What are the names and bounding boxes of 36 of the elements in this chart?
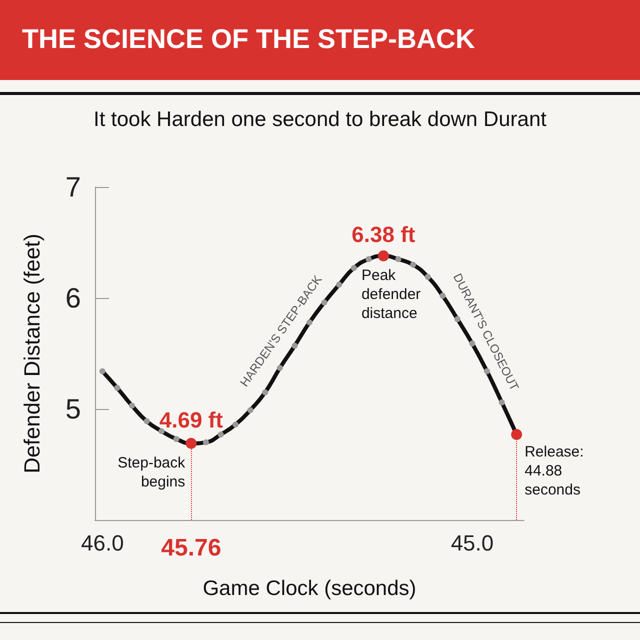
y-tick-label: 5 [65,394,81,424]
point [350,265,357,272]
point [498,399,505,406]
x-axis-title: Game Clock (seconds) [202,577,416,600]
point [336,282,342,288]
point [232,422,239,428]
annotation: 6.38 ft [352,222,416,247]
annotation: Peak defender distance [361,266,421,322]
point [99,368,106,374]
point [395,256,402,262]
y-tick-label: 7 [65,172,81,202]
point [410,262,416,268]
point [173,436,180,442]
point [202,439,209,446]
y-tick-label: 6 [65,282,81,314]
point [128,402,135,409]
point [262,389,268,396]
point [218,432,224,438]
y-axis-title: Defender Distance (feet) [20,234,44,474]
point [469,340,476,347]
point [114,384,120,391]
annotation: Step-back begins [118,454,186,490]
annotation: Release: 44.88 seconds [524,444,584,499]
point [292,342,298,349]
x-tick-label: 46.0 [80,530,124,556]
annotation: 4.69 ft [159,407,224,432]
chart-subtitle: It took Harden one second to break down Durant [92,108,548,132]
ref-line-label: 45.76 [161,534,222,562]
point [144,418,150,424]
point [424,274,431,280]
point [440,292,446,299]
point [247,407,254,414]
x-tick-label: 45.0 [450,530,494,556]
chart-title: THE SCIENCE OF THE STEP-BACK [22,24,476,55]
point [158,428,165,434]
point [366,256,372,262]
